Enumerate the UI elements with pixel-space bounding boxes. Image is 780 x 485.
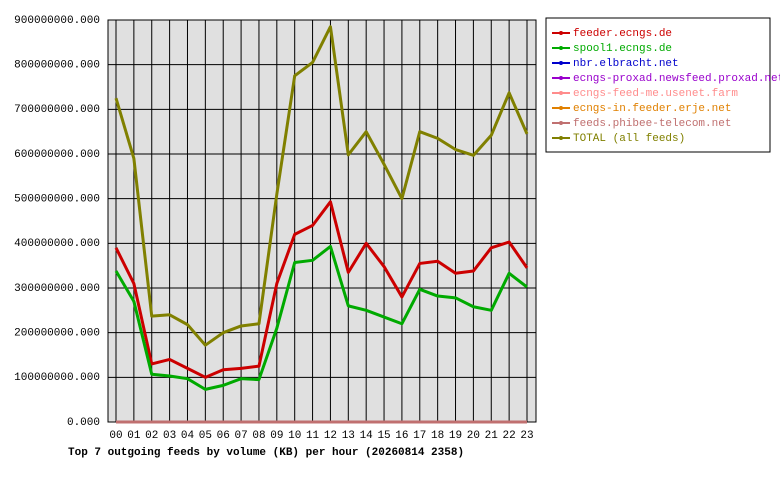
x-tick-label: 11	[306, 430, 320, 442]
x-tick-label: 05	[199, 430, 212, 442]
x-tick-label: 18	[431, 430, 444, 442]
y-tick-label: 0.000	[67, 417, 100, 429]
x-tick-label: 10	[288, 430, 301, 442]
y-tick-label: 800000000.000	[14, 60, 100, 72]
x-tick-label: 00	[109, 430, 122, 442]
y-tick-label: 200000000.000	[14, 328, 100, 340]
legend	[545, 17, 771, 153]
x-tick-label: 15	[377, 430, 390, 442]
y-tick-label: 400000000.000	[14, 238, 100, 250]
y-tick-label: 500000000.000	[14, 194, 100, 206]
x-tick-label: 04	[181, 430, 195, 442]
y-tick-label: 600000000.000	[14, 149, 100, 161]
legend-marker	[559, 31, 563, 35]
x-tick-label: 21	[485, 430, 499, 442]
legend-label: nbr.elbracht.net	[573, 58, 679, 70]
legend-marker	[559, 121, 563, 125]
y-tick-label: 700000000.000	[14, 104, 100, 116]
x-tick-label: 12	[324, 430, 337, 442]
x-tick-label: 13	[342, 430, 355, 442]
series-line	[114, 200, 529, 379]
x-tick-label: 08	[252, 430, 265, 442]
legend-label: ecngs-feed-me.usenet.farm	[573, 88, 738, 100]
x-tick-label: 23	[520, 430, 533, 442]
legend-marker	[559, 76, 563, 80]
legend-label: spool1.ecngs.de	[573, 43, 672, 55]
legend-label: feeds.phibee-telecom.net	[573, 118, 731, 130]
legend-label: feeder.ecngs.de	[573, 28, 672, 40]
x-tick-label: 20	[467, 430, 480, 442]
series-line	[114, 244, 528, 391]
plot-area	[107, 19, 537, 423]
x-tick-label: 22	[503, 430, 516, 442]
x-tick-label: 07	[234, 430, 247, 442]
legend-marker	[559, 46, 563, 50]
legend-marker	[559, 136, 563, 140]
legend-label: TOTAL (all feeds)	[573, 133, 685, 145]
y-tick-label: 900000000.000	[14, 15, 100, 27]
y-tick-label: 100000000.000	[14, 372, 100, 384]
x-tick-label: 09	[270, 430, 283, 442]
chart-title: Top 7 outgoing feeds by volume (KB) per …	[68, 447, 464, 459]
x-tick-label: 16	[395, 430, 408, 442]
x-tick-label: 06	[217, 430, 230, 442]
series-line	[114, 25, 529, 347]
x-tick-label: 17	[413, 430, 426, 442]
legend-label: ecngs-proxad.newsfeed.proxad.net	[573, 73, 780, 85]
legend-marker	[559, 61, 563, 65]
x-tick-label: 14	[360, 430, 374, 442]
legend-label: ecngs-in.feeder.erje.net	[573, 103, 731, 115]
legend-marker	[559, 106, 563, 110]
x-tick-label: 19	[449, 430, 462, 442]
x-tick-label: 03	[163, 430, 176, 442]
legend-marker	[559, 91, 563, 95]
x-tick-label: 02	[145, 430, 158, 442]
x-tick-label: 01	[127, 430, 141, 442]
y-tick-label: 300000000.000	[14, 283, 100, 295]
